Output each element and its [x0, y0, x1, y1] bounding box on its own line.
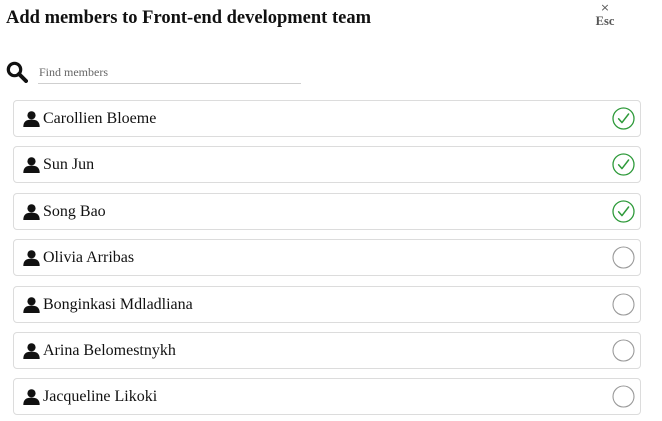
user-icon [23, 250, 40, 267]
member-name: Song Bao [43, 202, 106, 220]
user-icon [23, 296, 40, 313]
user-icon [23, 111, 40, 127]
member-row[interactable]: Jacqueline Likoki [13, 378, 641, 416]
close-shortcut-label: Esc [595, 14, 615, 28]
checked-circle-icon[interactable] [612, 200, 635, 223]
user-icon [23, 203, 40, 220]
unchecked-circle-icon[interactable] [612, 293, 635, 316]
member-row[interactable]: Arina Belomestnykh [13, 331, 641, 369]
search-input[interactable] [38, 61, 301, 84]
member-row[interactable]: Bonginkasi Mdladliana [13, 285, 641, 323]
close-button[interactable]: × Esc [590, 2, 620, 29]
member-name: Carollien Bloeme [43, 110, 157, 127]
member-name: Bonginkasi Mdladliana [43, 295, 193, 313]
member-name: Jacqueline Likoki [43, 388, 158, 406]
close-icon: × [600, 1, 610, 14]
unchecked-circle-icon[interactable] [612, 339, 635, 362]
member-row[interactable]: Olivia Arribas [13, 239, 641, 277]
unchecked-circle-icon[interactable] [612, 246, 635, 269]
user-icon [23, 343, 40, 359]
member-row[interactable]: Sun Jun [13, 146, 641, 184]
member-name: Arina Belomestnykh [43, 341, 176, 359]
search-bar [6, 58, 306, 86]
member-row[interactable]: Carollien Bloeme [13, 100, 641, 137]
unchecked-circle-icon[interactable] [612, 385, 635, 408]
user-icon [23, 157, 40, 174]
user-icon [23, 389, 40, 406]
member-list: Carollien Bloeme Sun Jun Song Bao Olivia Ar… [13, 100, 641, 421]
checked-circle-icon[interactable] [612, 153, 635, 177]
member-name: Sun Jun [43, 156, 95, 174]
checked-circle-icon[interactable] [612, 107, 635, 130]
search-icon [6, 61, 28, 83]
member-name: Olivia Arribas [43, 249, 135, 267]
member-row[interactable]: Song Bao [13, 192, 641, 230]
dialog-title: Add members to Front-end development tea… [6, 8, 371, 28]
